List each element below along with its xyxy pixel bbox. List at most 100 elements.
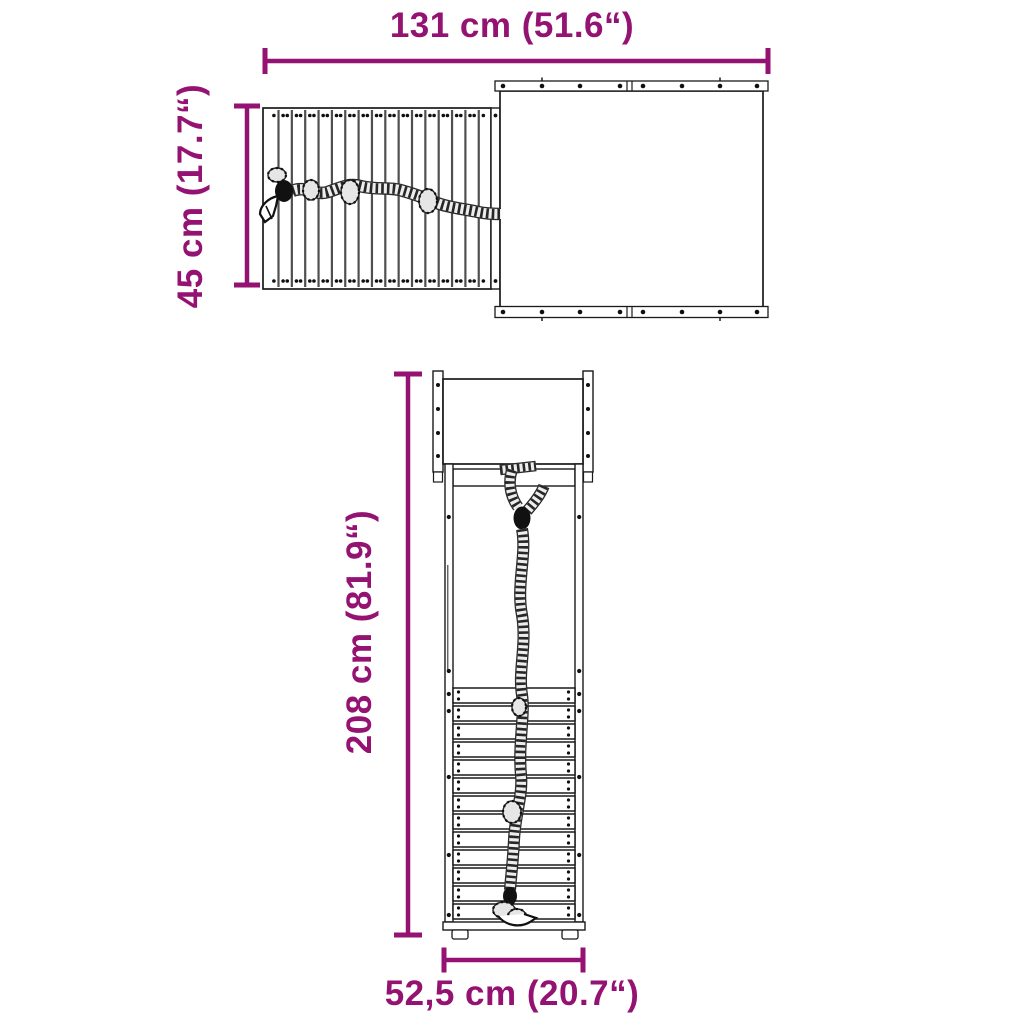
screw-dot bbox=[481, 279, 486, 283]
screw-dot bbox=[312, 279, 316, 283]
snap-hook bbox=[258, 194, 280, 224]
screw-dot bbox=[308, 113, 312, 118]
screw-dot bbox=[441, 113, 446, 118]
screw-dot bbox=[456, 697, 461, 701]
screw-dot bbox=[456, 690, 461, 694]
screw-dot bbox=[717, 83, 723, 89]
screw-dot bbox=[312, 113, 316, 118]
screw-dot bbox=[679, 309, 685, 315]
screw-dot bbox=[640, 83, 646, 89]
rope-knot-texture bbox=[301, 178, 321, 202]
screw-dot bbox=[566, 852, 571, 856]
screw-dot bbox=[392, 113, 396, 118]
screw-dot bbox=[566, 787, 571, 791]
screw-dot bbox=[446, 912, 451, 918]
screw-dot bbox=[361, 113, 366, 118]
screw-dot bbox=[640, 309, 646, 315]
snap-hook-bottom bbox=[497, 912, 539, 927]
screw-dot bbox=[401, 279, 406, 283]
screw-dot bbox=[445, 279, 450, 283]
screw-dot bbox=[456, 744, 461, 748]
screw-dot bbox=[566, 859, 571, 863]
screw-dot bbox=[285, 113, 290, 118]
screw-dot bbox=[577, 668, 582, 674]
screw-dot bbox=[446, 514, 451, 520]
screw-dot bbox=[456, 708, 461, 712]
screw-dot bbox=[500, 309, 506, 315]
screw-dot bbox=[617, 83, 623, 89]
screw-dot bbox=[285, 279, 290, 283]
screw-dot bbox=[566, 744, 571, 748]
screw-dot bbox=[441, 279, 446, 283]
screw-dot bbox=[352, 279, 356, 283]
screw-dot bbox=[577, 691, 582, 697]
rope-loop-left bbox=[505, 468, 522, 510]
screw-dot bbox=[717, 309, 723, 315]
rope-top-view bbox=[289, 180, 502, 219]
screw-dot bbox=[456, 805, 461, 809]
screw-dot bbox=[281, 279, 285, 283]
screw-dot bbox=[456, 913, 461, 917]
screw-dot bbox=[566, 690, 571, 694]
screw-dot bbox=[446, 708, 451, 714]
rope-clamp bbox=[513, 506, 531, 530]
screw-dot bbox=[577, 514, 582, 520]
screw-dot bbox=[456, 859, 461, 863]
screw-dot bbox=[294, 113, 299, 118]
rope-clamp bbox=[275, 180, 293, 202]
screw-dot bbox=[456, 906, 461, 910]
screw-dot bbox=[472, 113, 476, 118]
upper-post-foot-left bbox=[432, 471, 444, 483]
rope-over-beam bbox=[499, 462, 537, 474]
screw-dot bbox=[456, 798, 461, 802]
screw-dot bbox=[456, 841, 461, 845]
screw-dot bbox=[566, 870, 571, 874]
screw-dot bbox=[446, 852, 451, 858]
climbing-wall-panel-top bbox=[262, 107, 492, 290]
screw-dot bbox=[566, 708, 571, 712]
rope-knot-texture bbox=[510, 696, 528, 718]
screw-dot bbox=[272, 113, 276, 118]
screw-dot bbox=[566, 762, 571, 766]
screw-dot bbox=[566, 913, 571, 917]
screw-dot bbox=[414, 279, 419, 283]
screw-dot bbox=[334, 113, 339, 118]
screw-dot bbox=[456, 780, 461, 784]
screw-dot bbox=[446, 691, 451, 697]
screw-dot bbox=[456, 852, 461, 856]
screw-dot bbox=[325, 279, 330, 283]
screw-dot bbox=[272, 279, 276, 283]
screw-dot bbox=[294, 279, 299, 283]
screw-dot bbox=[617, 309, 623, 315]
screw-dot bbox=[325, 113, 330, 118]
screw-dot bbox=[566, 726, 571, 730]
screw-dot bbox=[481, 113, 486, 118]
foot-left bbox=[451, 929, 469, 940]
screw-dot bbox=[418, 113, 423, 118]
platform-square-top bbox=[499, 90, 764, 308]
screw-dot bbox=[454, 279, 459, 283]
screw-dot bbox=[298, 113, 303, 118]
screw-dot bbox=[334, 279, 339, 283]
screw-dot bbox=[566, 751, 571, 755]
snap-hook-gate bbox=[265, 205, 273, 220]
screw-dot bbox=[566, 697, 571, 701]
screw-dot bbox=[456, 733, 461, 737]
screw-dot bbox=[392, 279, 396, 283]
screw-dot bbox=[348, 279, 352, 283]
screw-dot bbox=[428, 279, 432, 283]
screw-dot bbox=[472, 279, 476, 283]
screw-dot bbox=[566, 895, 571, 899]
dimension-lines bbox=[234, 48, 771, 973]
screw-dot bbox=[586, 407, 590, 411]
screw-dot bbox=[321, 113, 325, 118]
screw-dot bbox=[493, 113, 498, 118]
screw-dot bbox=[566, 823, 571, 827]
side-view-drawing bbox=[432, 370, 594, 940]
rope-main bbox=[505, 528, 529, 891]
screw-dot bbox=[374, 113, 379, 118]
rope-knot-texture bbox=[339, 178, 361, 206]
screw-dot bbox=[493, 279, 498, 283]
screw-dot bbox=[577, 852, 582, 858]
